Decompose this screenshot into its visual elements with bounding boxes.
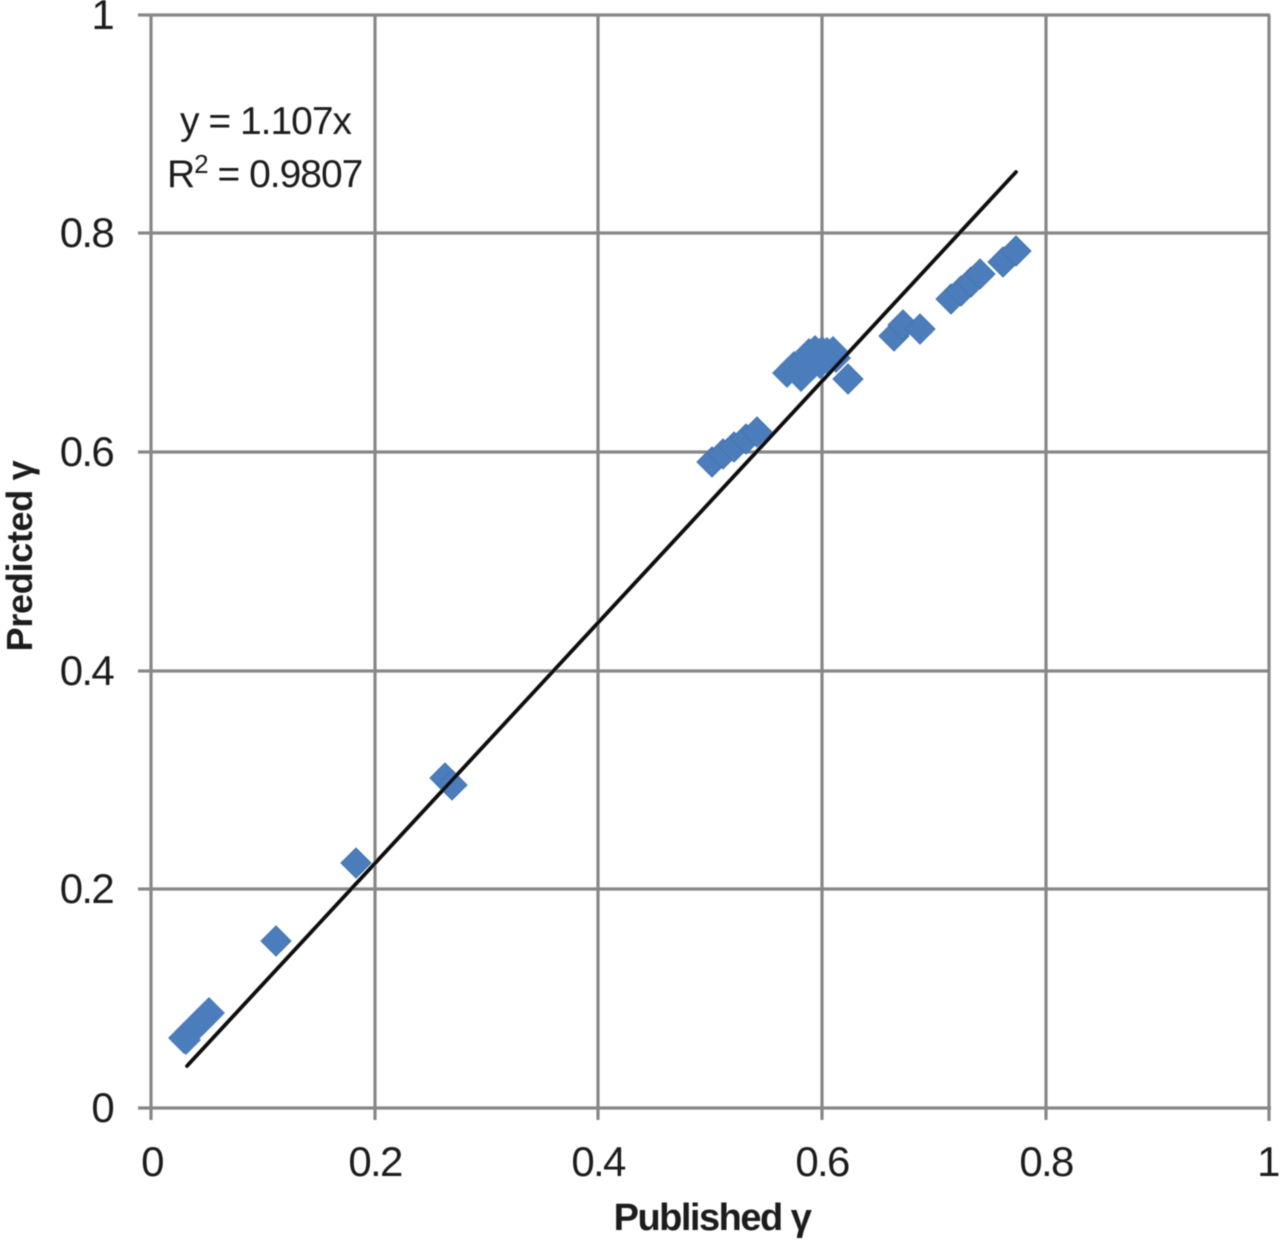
svg-text:0.2: 0.2 [60, 865, 114, 912]
svg-text:0.8: 0.8 [60, 209, 114, 256]
svg-text:0: 0 [91, 1084, 113, 1131]
svg-text:Predicted γ: Predicted γ [0, 460, 40, 651]
svg-text:1: 1 [1257, 1138, 1279, 1185]
svg-text:0.2: 0.2 [348, 1138, 402, 1185]
svg-text:0.6: 0.6 [60, 428, 114, 475]
svg-text:0.8: 0.8 [1019, 1138, 1073, 1185]
svg-text:0: 0 [141, 1138, 163, 1185]
svg-text:0.6: 0.6 [795, 1138, 849, 1185]
svg-text:0.4: 0.4 [571, 1138, 626, 1185]
svg-text:0.4: 0.4 [60, 647, 115, 694]
svg-text:Published γ: Published γ [614, 1197, 812, 1239]
svg-text:y = 1.107x: y = 1.107x [180, 100, 353, 143]
svg-text:R2 = 0.9807: R2 = 0.9807 [167, 149, 362, 196]
svg-text:1: 1 [91, 0, 113, 38]
